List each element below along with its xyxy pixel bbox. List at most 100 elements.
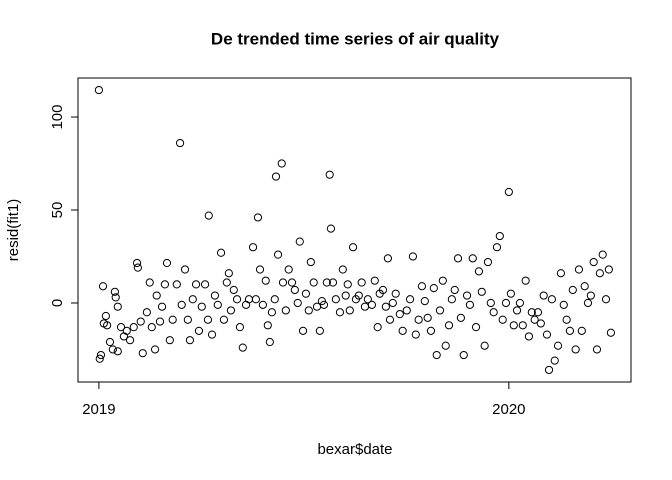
point [423,313,432,322]
point [180,265,190,274]
point [177,300,186,309]
point [556,269,566,278]
point [325,170,334,179]
point [147,323,156,332]
point [278,278,288,287]
point [271,172,281,181]
point [592,345,602,354]
point [253,213,263,222]
point [598,250,607,259]
point [604,265,613,274]
point [385,315,395,324]
point [284,265,293,274]
point [168,315,177,324]
point [456,313,465,322]
y-tick-label: 50 [49,202,66,219]
point [559,300,568,309]
point [267,308,276,317]
point [136,317,145,326]
point [273,250,283,259]
point [438,276,447,285]
point [524,332,534,341]
point [533,308,543,317]
point [402,306,411,315]
point [125,336,135,345]
point [309,278,318,287]
point [580,282,589,291]
point [200,280,210,289]
point [304,306,313,315]
point [103,321,112,330]
point [113,302,122,311]
point [328,278,338,287]
point [595,269,604,278]
point [341,291,350,300]
point [244,295,254,304]
point [248,243,258,252]
point [293,298,302,308]
point [495,231,504,241]
point [515,298,525,308]
point [477,287,486,296]
point [287,278,297,287]
point [354,291,363,300]
point [492,243,502,252]
point [465,300,474,309]
point [261,276,270,285]
point [222,278,231,287]
point [391,289,400,298]
point [315,326,324,335]
point [370,276,379,285]
point [241,300,251,309]
point [210,291,220,300]
point [95,354,104,363]
point [411,330,420,339]
point [238,343,247,352]
y-axis-label: resid(fit1) [5,199,22,262]
point [98,282,108,291]
point [547,295,556,304]
point [486,298,495,308]
point [219,315,229,324]
point [204,211,213,220]
point [145,278,154,287]
point [417,282,427,291]
point [363,295,372,304]
point [116,323,126,332]
point [459,350,468,360]
y-tick-label: 0 [49,299,66,307]
chart-title: De trended time series of air quality [211,29,500,48]
point [207,330,217,339]
point [224,269,233,278]
point [381,302,390,311]
point [113,347,122,356]
point [197,302,206,311]
point [162,258,172,268]
point [447,295,456,304]
point [435,306,445,315]
point [568,285,577,295]
point [122,326,131,335]
point [429,284,438,293]
point [453,254,463,263]
point [295,237,304,246]
point [157,302,167,311]
point [105,337,115,347]
point [281,306,290,315]
point [338,265,347,274]
point [471,323,481,332]
point [405,295,415,304]
point [152,291,161,300]
point [414,315,423,324]
point [165,336,174,345]
point [395,310,404,319]
point [216,248,226,257]
point [539,291,548,300]
x-axis-label: bexar$date [317,441,392,458]
point [343,280,352,289]
point [265,337,274,347]
point [235,323,245,332]
point [542,330,552,339]
point [586,291,595,300]
